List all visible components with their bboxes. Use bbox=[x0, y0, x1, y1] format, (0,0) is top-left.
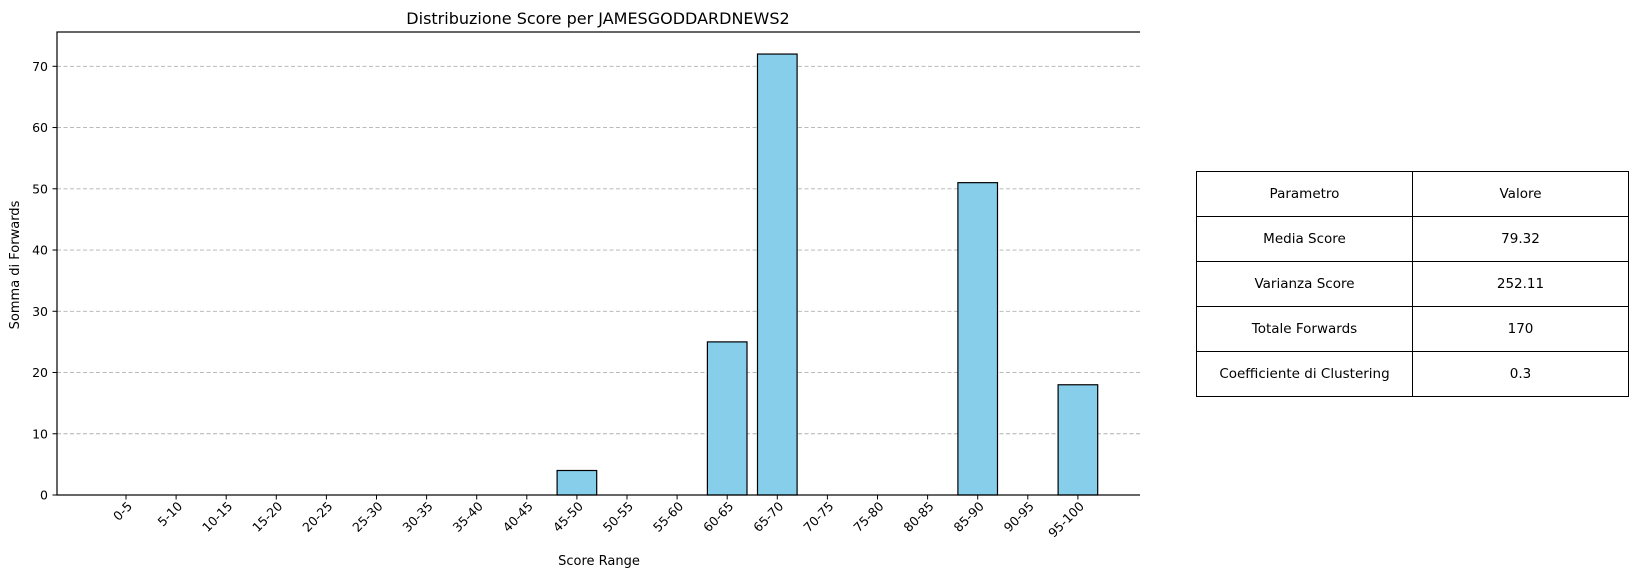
chart-title: Distribuzione Score per JAMESGODDARDNEWS… bbox=[406, 9, 789, 28]
x-tick-label: 40-45 bbox=[500, 499, 536, 535]
parameter-cell: Media Score bbox=[1196, 216, 1413, 262]
x-tick-label: 50-55 bbox=[600, 499, 636, 535]
value-cell: 252.11 bbox=[1412, 261, 1629, 307]
x-tick-label: 95-100 bbox=[1045, 498, 1087, 540]
value-cell: 79.32 bbox=[1412, 216, 1629, 262]
x-tick-label: 90-95 bbox=[1001, 499, 1037, 535]
table-row: Totale Forwards 170 bbox=[1196, 306, 1629, 352]
y-tick-label: 50 bbox=[32, 181, 48, 196]
table-header-cell: Parametro bbox=[1196, 171, 1413, 217]
table-header-cell: Valore bbox=[1412, 171, 1629, 217]
bar-60-65 bbox=[706, 341, 748, 496]
value-cell: 0.3 bbox=[1412, 351, 1629, 397]
y-tick-label: 40 bbox=[32, 243, 48, 258]
bar-65-70 bbox=[756, 53, 798, 496]
x-tick-label: 80-85 bbox=[900, 499, 936, 535]
y-tick-label: 0 bbox=[40, 488, 48, 503]
x-tick-label: 60-65 bbox=[700, 499, 736, 535]
y-tick-label: 20 bbox=[32, 365, 48, 380]
table-row: Varianza Score 252.11 bbox=[1196, 261, 1629, 307]
x-tick-label: 65-70 bbox=[750, 498, 786, 534]
y-tick-label: 70 bbox=[32, 59, 48, 74]
bar-chart: 0 10 20 30 40 50 60 70 0-5 5-10 10-15 15-20 20-25 25… bbox=[8, 9, 1140, 569]
x-axis-ticks: 0-5 5-10 10-15 15-20 20-25 25-30 30-35 35-40 40-… bbox=[110, 495, 1087, 540]
stats-table: Parametro Valore Media Score 79.32 Varianza … bbox=[1196, 171, 1629, 397]
x-tick-label: 35-40 bbox=[450, 498, 486, 534]
x-tick-label: 75-80 bbox=[850, 498, 886, 534]
table-row: Media Score 79.32 bbox=[1196, 216, 1629, 262]
x-tick-label: 10-15 bbox=[199, 499, 235, 535]
x-tick-label: 15-20 bbox=[249, 498, 285, 534]
y-axis-ticks: 0 10 20 30 40 50 60 70 bbox=[32, 59, 57, 503]
bar-95-100 bbox=[1057, 384, 1099, 496]
value-cell: 170 bbox=[1412, 306, 1629, 352]
table-row: Coefficiente di Clustering 0.3 bbox=[1196, 351, 1629, 397]
parameter-cell: Coefficiente di Clustering bbox=[1196, 351, 1413, 397]
y-tick-label: 30 bbox=[32, 304, 48, 319]
x-axis-label: Score Range bbox=[558, 554, 640, 569]
y-tick-label: 60 bbox=[32, 120, 48, 135]
plot-frame bbox=[56, 31, 1140, 496]
y-axis-label: Somma di Forwards bbox=[8, 200, 23, 329]
x-tick-label: 30-35 bbox=[399, 499, 435, 535]
bar-45-50 bbox=[556, 469, 598, 496]
x-tick-label: 20-25 bbox=[299, 499, 335, 535]
bar-85-90 bbox=[957, 182, 999, 496]
x-tick-label: 85-90 bbox=[951, 498, 987, 534]
x-tick-label: 55-60 bbox=[650, 498, 686, 534]
y-tick-label: 10 bbox=[32, 426, 48, 441]
bars bbox=[556, 53, 1099, 496]
table-header-row: Parametro Valore bbox=[1196, 171, 1629, 217]
x-tick-label: 25-30 bbox=[349, 498, 385, 534]
parameter-cell: Totale Forwards bbox=[1196, 306, 1413, 352]
x-tick-label: 70-75 bbox=[800, 499, 836, 535]
parameter-cell: Varianza Score bbox=[1196, 261, 1413, 307]
x-tick-label: 5-10 bbox=[155, 498, 186, 529]
x-tick-label: 0-5 bbox=[110, 499, 135, 524]
x-tick-label: 45-50 bbox=[550, 498, 586, 534]
